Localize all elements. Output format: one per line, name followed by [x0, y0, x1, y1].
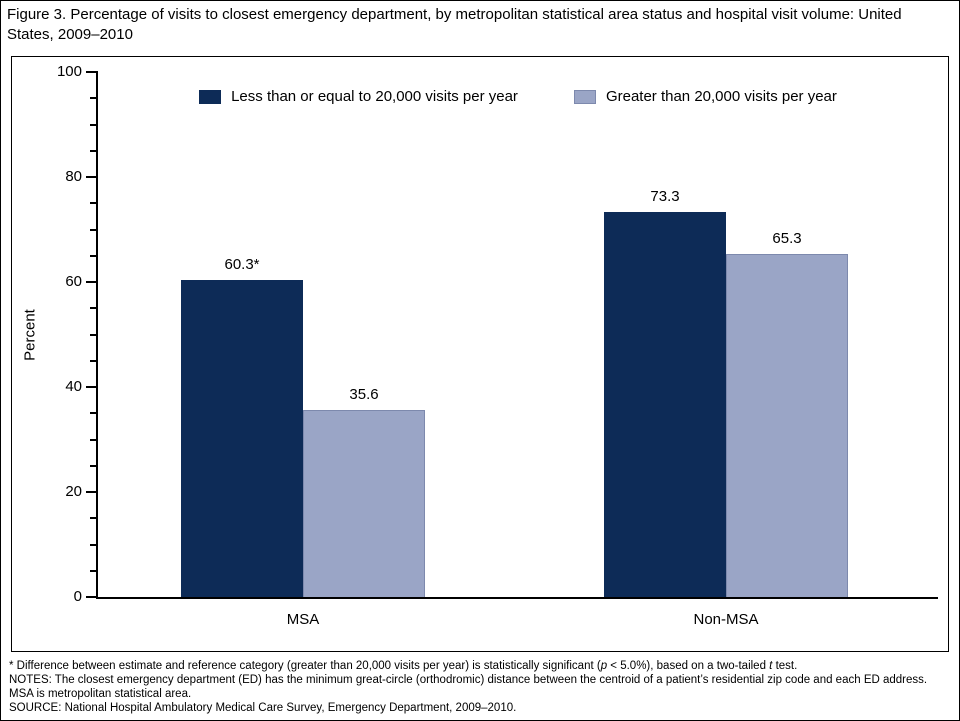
legend-item-le-20000: Less than or equal to 20,000 visits per … — [199, 88, 518, 105]
y-axis-minor-tick — [90, 464, 96, 467]
footnote-line: * Difference between estimate and refere… — [9, 660, 798, 672]
y-axis-tick-label: 80 — [65, 168, 82, 185]
legend-label-le-20000: Less than or equal to 20,000 visits per … — [231, 88, 518, 105]
y-axis-line — [96, 71, 98, 599]
y-axis-minor-tick — [90, 307, 96, 310]
y-axis-major-tick — [86, 176, 96, 178]
legend-swatch-light — [573, 89, 596, 104]
footnote-line: SOURCE: National Hospital Ambulatory Med… — [9, 702, 517, 715]
legend-swatch-dark — [199, 89, 222, 104]
chart-legend: Less than or equal to 20,000 visits per … — [98, 88, 938, 105]
x-axis-category-label: Non-MSA — [693, 611, 759, 628]
footnote-line: NOTES: The closest emergency department … — [9, 674, 928, 701]
y-axis-major-tick — [86, 71, 96, 73]
y-axis-minor-tick — [90, 333, 96, 336]
plot-area: Less than or equal to 20,000 visits per … — [98, 72, 938, 597]
y-axis-minor-tick — [90, 438, 96, 441]
y-axis-tick-label: 100 — [56, 63, 82, 80]
bar-msa-series-1 — [303, 410, 425, 597]
bar-value-label: 35.6 — [349, 386, 379, 403]
y-axis-minor-tick — [90, 543, 96, 546]
footnotes: * Difference between estimate and refere… — [9, 659, 953, 715]
bar-non-msa-series-0 — [604, 212, 726, 597]
y-axis-major-tick — [86, 491, 96, 493]
y-axis-minor-tick — [90, 97, 96, 100]
y-axis-minor-tick — [90, 228, 96, 231]
bar-non-msa-series-1 — [726, 254, 848, 597]
y-axis-major-tick — [86, 596, 96, 598]
y-axis-minor-tick — [90, 569, 96, 572]
y-axis-major-tick — [86, 281, 96, 283]
legend-item-gt-20000: Greater than 20,000 visits per year — [573, 88, 837, 105]
bar-msa-series-0 — [181, 280, 303, 597]
y-axis-minor-tick — [90, 123, 96, 126]
y-axis-tick-label: 0 — [73, 588, 82, 605]
y-axis-tick-label: 40 — [65, 378, 82, 395]
y-axis-title: Percent — [21, 309, 39, 361]
chart-box: Percent Less than or equal to 20,000 vis… — [11, 56, 949, 652]
figure-title: Figure 3. Percentage of visits to closes… — [7, 6, 902, 43]
y-axis-tick-label: 60 — [65, 273, 82, 290]
legend-label-gt-20000: Greater than 20,000 visits per year — [605, 88, 837, 105]
x-axis-line — [96, 597, 938, 599]
y-axis-minor-tick — [90, 359, 96, 362]
y-axis-minor-tick — [90, 254, 96, 257]
bar-value-label: 60.3* — [224, 256, 260, 273]
y-axis-minor-tick — [90, 517, 96, 520]
y-axis-minor-tick — [90, 412, 96, 415]
y-axis-tick-label: 20 — [65, 483, 82, 500]
y-axis-minor-tick — [90, 202, 96, 205]
y-axis-minor-tick — [90, 149, 96, 152]
bar-value-label: 65.3 — [772, 230, 802, 247]
bar-value-label: 73.3 — [650, 188, 680, 205]
x-axis-category-label: MSA — [286, 611, 320, 628]
y-axis-major-tick — [86, 386, 96, 388]
